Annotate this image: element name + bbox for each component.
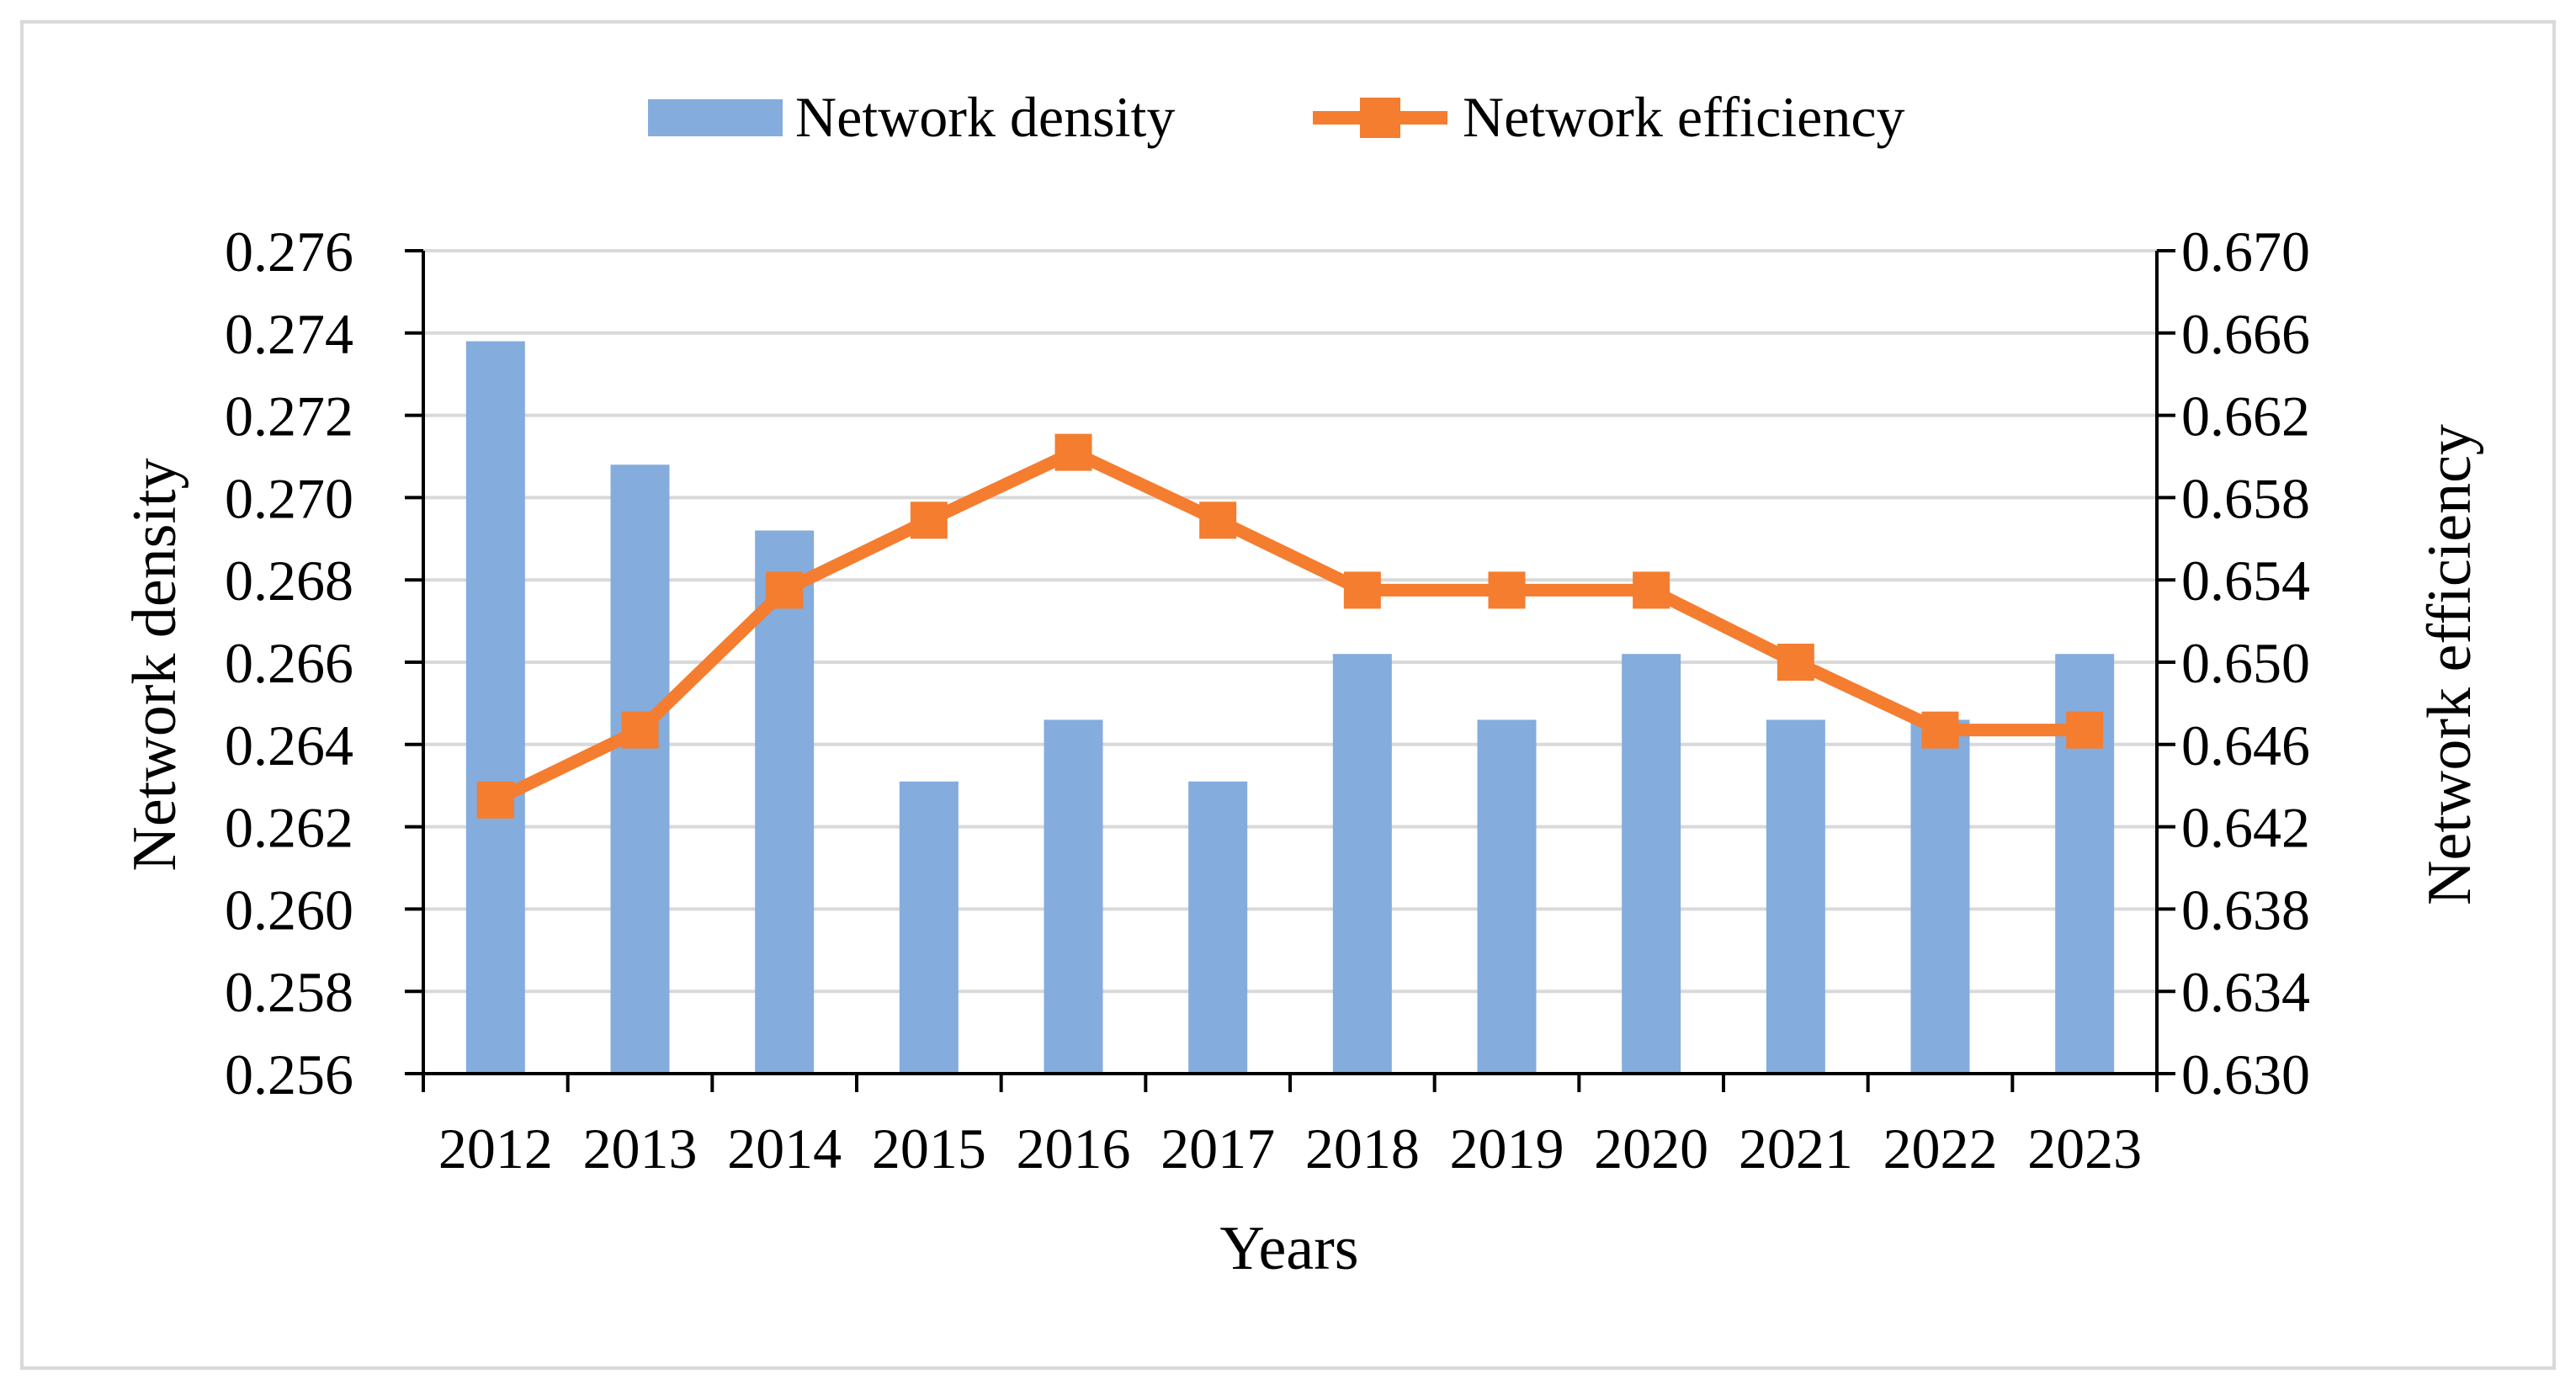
legend-label-network-efficiency: Network efficiency	[1463, 85, 1905, 149]
left-tick-label-0: 0.256	[225, 1042, 353, 1106]
bar-2016	[1044, 719, 1103, 1074]
right-tick-label-9: 0.666	[2181, 302, 2310, 366]
chart-border	[20, 20, 2556, 1370]
x-tick-label-2018: 2018	[1305, 1117, 1420, 1180]
bar-2018	[1332, 654, 1392, 1074]
left-tick-label-3: 0.262	[225, 796, 353, 860]
right-tick-label-0: 0.630	[2181, 1042, 2310, 1106]
efficiency-point-2023	[2066, 711, 2104, 749]
efficiency-point-2021	[1777, 644, 1814, 681]
legend-swatch-network-efficiency-marker	[1360, 98, 1400, 138]
right-axis-tick-labels: 0.630 0.634 0.638 0.642 0.646 0.650 0.654 0.658…	[2181, 220, 2310, 1106]
right-tick-label-5: 0.650	[2181, 631, 2310, 695]
efficiency-point-2018	[1343, 571, 1381, 609]
left-tick-label-1: 0.258	[225, 960, 353, 1024]
right-tick-label-2: 0.638	[2181, 878, 2310, 942]
left-tick-label-8: 0.272	[225, 385, 353, 448]
bar-2012	[465, 341, 525, 1074]
right-tick-label-4: 0.646	[2181, 714, 2310, 777]
x-tick-label-2016: 2016	[1017, 1117, 1131, 1180]
right-axis-title: Network efficiency	[2415, 424, 2484, 905]
left-tick-label-6: 0.268	[225, 549, 353, 613]
legend-swatch-network-density	[648, 99, 783, 136]
right-tick-label-3: 0.642	[2181, 796, 2310, 860]
x-tick-label-2012: 2012	[438, 1117, 553, 1180]
efficiency-point-2013	[621, 711, 659, 749]
left-tick-label-9: 0.274	[225, 302, 353, 366]
x-axis-title: Years	[1219, 1214, 1358, 1283]
right-tick-label-8: 0.662	[2181, 385, 2310, 448]
x-tick-label-2013: 2013	[583, 1117, 698, 1180]
efficiency-point-2022	[1921, 711, 1959, 749]
x-tick-label-2023: 2023	[2027, 1117, 2142, 1180]
x-tick-label-2022: 2022	[1883, 1117, 1998, 1180]
efficiency-point-2020	[1633, 571, 1670, 609]
x-tick-label-2019: 2019	[1450, 1117, 1564, 1180]
x-tick-label-2021: 2021	[1739, 1117, 1853, 1180]
left-axis-tick-labels: 0.256 0.258 0.260 0.262 0.264 0.266 0.268 0.270…	[225, 220, 353, 1106]
legend: Network density Network efficiency	[648, 85, 1905, 149]
left-tick-label-2: 0.260	[225, 878, 353, 942]
left-tick-label-7: 0.270	[225, 466, 353, 530]
axes	[405, 249, 2175, 1092]
x-tick-label-2015: 2015	[872, 1117, 986, 1180]
efficiency-point-2019	[1488, 571, 1526, 609]
x-tick-label-2017: 2017	[1161, 1117, 1275, 1180]
efficiency-line-layer	[476, 433, 2104, 819]
bar-2015	[899, 781, 959, 1074]
x-tick-label-2014: 2014	[727, 1117, 842, 1180]
density-bars	[465, 341, 2115, 1074]
efficiency-line	[492, 446, 2085, 806]
bar-2017	[1188, 781, 1248, 1074]
left-tick-label-5: 0.266	[225, 631, 353, 695]
x-axis-tick-labels: 2012 2013 2014 2015 2016 2017 2018 2019 2020 2021…	[438, 1117, 2142, 1180]
efficiency-point-2012	[476, 781, 514, 819]
left-tick-label-10: 0.276	[225, 220, 353, 284]
right-tick-label-6: 0.654	[2181, 549, 2310, 613]
efficiency-point-2017	[1199, 501, 1237, 539]
bar-2022	[1910, 719, 1970, 1074]
efficiency-point-2016	[1054, 433, 1092, 471]
bar-2013	[610, 464, 670, 1074]
bar-2020	[1622, 654, 1681, 1074]
efficiency-point-2014	[766, 571, 804, 609]
efficiency-point-2015	[910, 501, 948, 539]
right-tick-label-7: 0.658	[2181, 466, 2310, 530]
bar-2019	[1477, 719, 1537, 1074]
right-tick-label-1: 0.634	[2181, 960, 2310, 1024]
left-tick-label-4: 0.264	[225, 714, 353, 777]
x-tick-label-2020: 2020	[1594, 1117, 1708, 1180]
bar-2021	[1766, 719, 1825, 1074]
left-axis-title: Network density	[120, 458, 189, 871]
right-tick-label-10: 0.670	[2181, 220, 2310, 284]
bar-2014	[755, 530, 815, 1074]
legend-label-network-density: Network density	[795, 85, 1175, 149]
